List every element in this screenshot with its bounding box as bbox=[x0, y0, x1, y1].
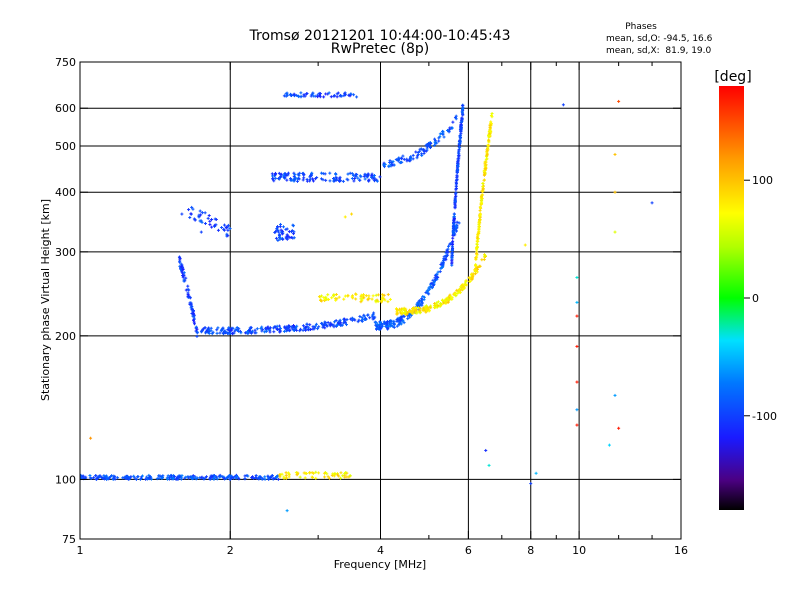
x-axis-label: Frequency [MHz] bbox=[334, 558, 426, 571]
y-tick-label: 400 bbox=[55, 186, 76, 199]
chart-subtitle: RwPretec (8p) bbox=[331, 41, 429, 57]
y-tick-label: 600 bbox=[55, 102, 76, 115]
y-tick-label: 100 bbox=[55, 473, 76, 486]
colorbar-tick-label: 0 bbox=[752, 292, 759, 305]
x-tick-label: 2 bbox=[227, 544, 234, 557]
y-tick-label: 500 bbox=[55, 140, 76, 153]
phase-box-x-stats: mean, sd,X: 81.9, 19.0 bbox=[606, 46, 712, 56]
phase-box-o-stats: mean, sd,O: -94.5, 16.6 bbox=[606, 34, 713, 44]
x-tick-label: 16 bbox=[674, 544, 688, 557]
x-tick-label: 6 bbox=[465, 544, 472, 557]
y-tick-label: 300 bbox=[55, 246, 76, 259]
data-points bbox=[80, 91, 654, 513]
colorbar bbox=[719, 86, 744, 510]
y-tick-label: 200 bbox=[55, 330, 76, 343]
colorbar-tick-label: 100 bbox=[752, 174, 773, 187]
colorbar-label: [deg] bbox=[714, 69, 751, 85]
phase-box-title: Phases bbox=[625, 22, 657, 32]
y-tick-label: 750 bbox=[55, 56, 76, 69]
y-tick-label: 75 bbox=[62, 533, 76, 546]
x-tick-label: 1 bbox=[77, 544, 84, 557]
y-axis-label: Stationary phase Virtual Height [km] bbox=[39, 199, 52, 401]
colorbar-tick-label: -100 bbox=[752, 410, 777, 423]
x-tick-label: 8 bbox=[527, 544, 534, 557]
colorbar-ticks: 100 0 -100 bbox=[744, 174, 777, 423]
x-tick-label: 4 bbox=[377, 544, 384, 557]
chart-title: Tromsø 20121201 10:44:00-10:45:43 bbox=[249, 28, 511, 44]
x-tick-label: 10 bbox=[572, 544, 586, 557]
axis-ticks: 1 2 4 6 8 10 16 75 100 200 300 400 500 600 750 bbox=[55, 56, 688, 557]
